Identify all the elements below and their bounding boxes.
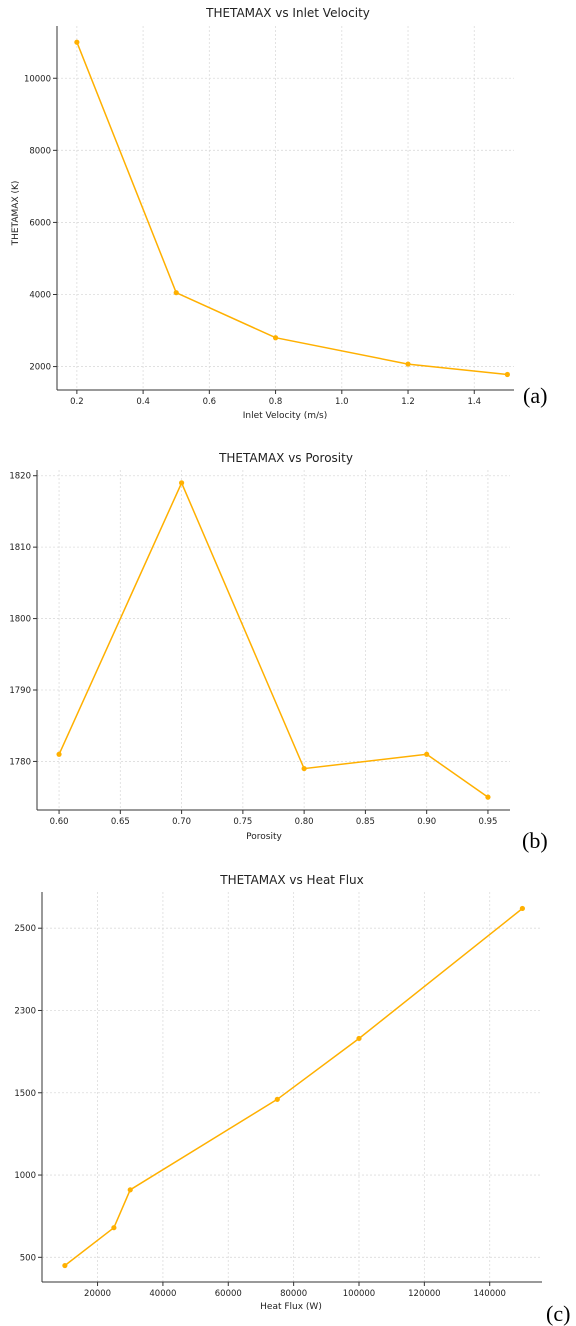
- chart-c-xtick-label: 20000: [84, 1289, 111, 1299]
- chart-b-xtick-label: 0.75: [233, 817, 252, 827]
- chart-b-data-point: [178, 480, 185, 486]
- chart-b-xlabel: Porosity: [246, 832, 282, 842]
- chart-b-xtick-label: 0.70: [172, 817, 191, 827]
- chart-b-xtick-label: 0.80: [295, 817, 314, 827]
- chart-c-ytick-label: 2300: [14, 1006, 36, 1016]
- chart-a-panel-label: (a): [523, 383, 547, 408]
- chart-b-series-line: [58, 481, 489, 798]
- chart-c-xtick-label: 40000: [149, 1289, 176, 1299]
- chart-c-title: THETAMAX vs Heat Flux: [219, 873, 364, 887]
- chart-c-data-point: [62, 1262, 68, 1269]
- chart-c-data-point: [111, 1225, 117, 1231]
- chart-c-data-point: [356, 1035, 362, 1042]
- chart-b-xtick-label: 0.60: [50, 817, 69, 827]
- chart-a-data-point: [272, 335, 279, 341]
- chart-b-title: THETAMAX vs Porosity: [218, 451, 353, 465]
- chart-c-plot: 20000 40000 60000 80000 100000 120000 140000 50…: [14, 892, 542, 1299]
- chart-c-xtick-label: 80000: [280, 1289, 307, 1299]
- chart-a-title: THETAMAX vs Inlet Velocity: [205, 6, 370, 20]
- chart-a-xtick-label: 1.2: [401, 397, 415, 407]
- chart-c-xtick-label: 120000: [408, 1289, 440, 1299]
- chart-b-data-point: [56, 751, 62, 757]
- chart-a-xtick-label: 1.4: [467, 397, 481, 407]
- chart-a-xtick-label: 1.0: [335, 397, 349, 407]
- chart-c-xtick-label: 140000: [473, 1289, 505, 1299]
- chart-c-data-point: [519, 905, 525, 912]
- chart-b-xtick-label: 0.90: [417, 817, 436, 827]
- chart-a-ytick-label: 6000: [29, 218, 51, 228]
- chart-a-xlabel: Inlet Velocity (m/s): [243, 411, 327, 421]
- chart-b-plot: 0.60 0.65 0.70 0.75 0.80 0.85 0.90 0.95 1780 1790…: [9, 470, 510, 827]
- chart-a-xtick-label: 0.6: [203, 397, 217, 407]
- chart-a-ytick-label: 2000: [29, 363, 51, 373]
- chart-a-series-line: [76, 41, 508, 376]
- chart-a-ytick-label: 4000: [29, 290, 51, 300]
- chart-a-ytick-label: 8000: [29, 146, 51, 156]
- chart-a: THETAMAX vs Inlet Velocity 0.2 0.4 0.6 0.8 1…: [11, 6, 547, 421]
- chart-b-ytick-label: 1810: [9, 543, 31, 553]
- chart-b-panel-label: (b): [522, 828, 548, 853]
- chart-c-ytick-label: 500: [20, 1253, 36, 1263]
- chart-a-ytick-label: 10000: [24, 74, 51, 84]
- chart-a-plot: 0.2 0.4 0.6 0.8 1.0 1.2 1.4 2000 4000 6000 8000 100…: [24, 26, 514, 407]
- chart-c-data-point: [127, 1187, 133, 1193]
- chart-c-panel-label: (c): [546, 1301, 570, 1326]
- chart-b-ytick-label: 1820: [9, 472, 31, 482]
- chart-b: THETAMAX vs Porosity 0.60 0.65 0.70 0.75 0.8…: [9, 451, 547, 853]
- chart-c-ytick-label: 1500: [14, 1089, 36, 1099]
- chart-c-ytick-label: 1000: [14, 1171, 36, 1181]
- chart-a-data-point: [173, 290, 179, 296]
- chart-b-ytick-label: 1800: [9, 615, 31, 625]
- chart-b-ytick-label: 1780: [9, 757, 31, 767]
- chart-b-data-point: [301, 765, 307, 772]
- chart-b-xtick-label: 0.85: [356, 817, 375, 827]
- chart-c-ytick-label: 2500: [14, 924, 36, 934]
- chart-c-xlabel: Heat Flux (W): [260, 1302, 322, 1312]
- chart-c: THETAMAX vs Heat Flux 20000 40000 60000 800…: [14, 873, 570, 1326]
- chart-c-xtick-label: 60000: [215, 1289, 242, 1299]
- chart-c-series-line: [64, 907, 523, 1267]
- chart-a-data-point: [504, 371, 510, 378]
- chart-a-data-point: [405, 361, 411, 367]
- chart-b-data-point: [424, 751, 430, 757]
- chart-a-xtick-label: 0.2: [70, 397, 84, 407]
- chart-a-ylabel: THETAMAX (K): [11, 181, 21, 247]
- chart-a-xtick-label: 0.4: [136, 397, 150, 407]
- chart-b-xtick-label: 0.65: [111, 817, 130, 827]
- chart-a-data-point: [74, 39, 80, 45]
- chart-b-ytick-label: 1790: [9, 686, 31, 696]
- chart-c-xtick-label: 100000: [343, 1289, 375, 1299]
- chart-b-data-point: [485, 794, 491, 800]
- chart-a-xtick-label: 0.8: [269, 397, 283, 407]
- chart-b-xtick-label: 0.95: [478, 817, 497, 827]
- chart-c-data-point: [274, 1096, 280, 1102]
